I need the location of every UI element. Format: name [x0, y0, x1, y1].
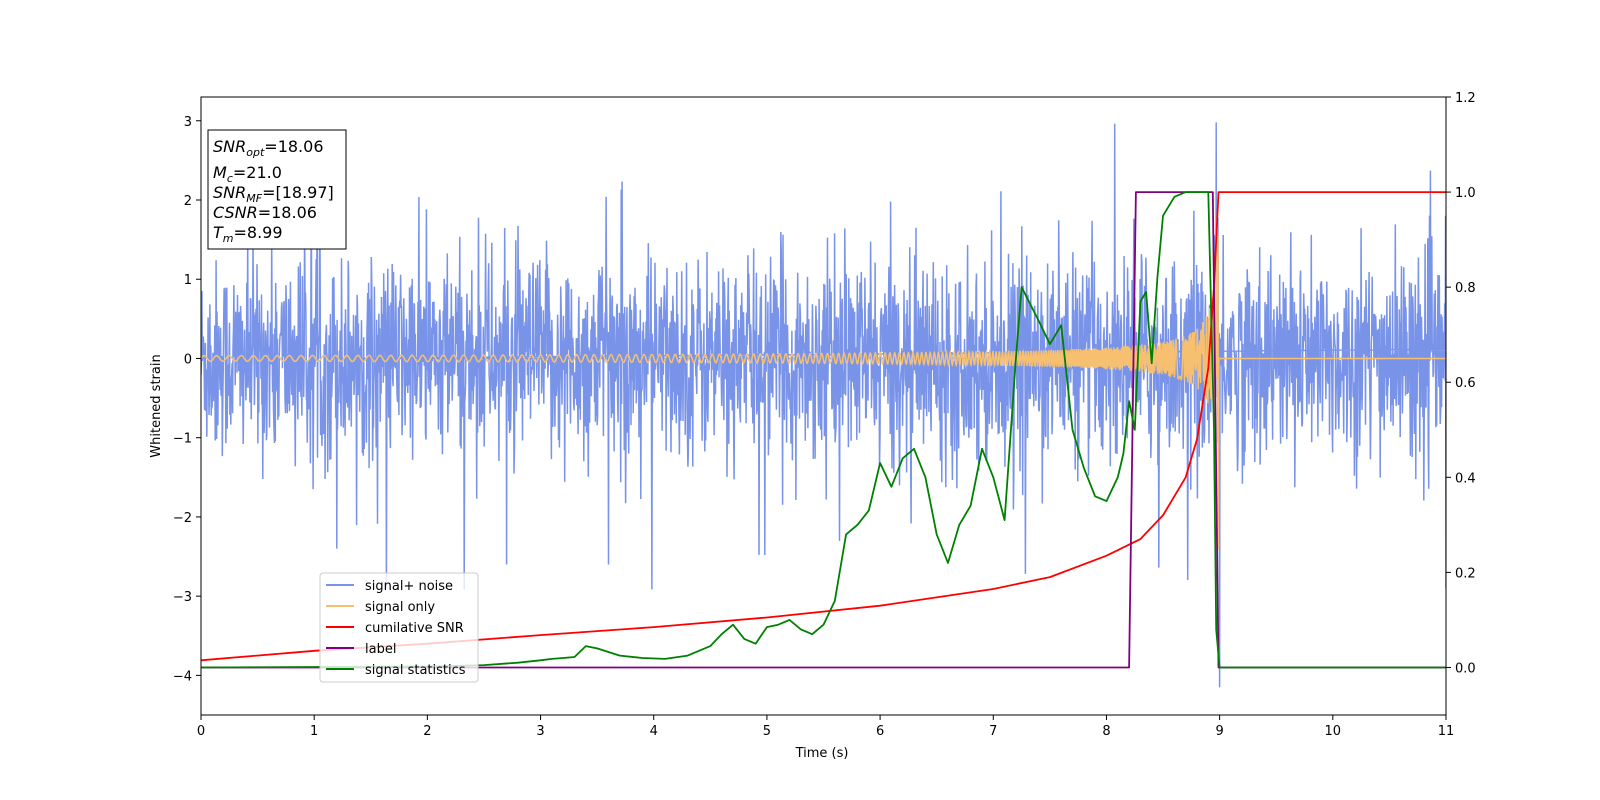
y2-tick-label: 0.0 — [1455, 661, 1476, 676]
tm-text: Tm=8.99 — [213, 223, 283, 245]
x-tick-label: 7 — [989, 724, 997, 739]
csnr-value: =18.06 — [258, 203, 317, 222]
snr-mf-sub: MF — [246, 192, 262, 205]
y2-tick-label: 1.2 — [1455, 91, 1476, 106]
y2-tick-label: 0.4 — [1455, 471, 1476, 486]
y2-tick-label: 0.2 — [1455, 566, 1476, 581]
x-tick-label: 0 — [197, 724, 205, 739]
mc-sub: c — [227, 172, 233, 185]
y2-tick-label: 1.0 — [1455, 186, 1476, 201]
plot-frame — [200, 96, 1447, 716]
legend-frame — [319, 572, 479, 683]
snr-mf-main: SNR — [213, 183, 246, 202]
x-tick-label: 1 — [310, 724, 318, 739]
mc-value: =21.0 — [233, 163, 282, 182]
info-box-frame — [207, 129, 347, 250]
y-tick-label: 3 — [184, 115, 192, 130]
info-box: SNRopt=18.06 Mc=21.0 SNRMF=[18.97] CSNR=… — [207, 129, 347, 250]
y-tick-label: 2 — [184, 194, 192, 209]
snr-mf-value: =[18.97] — [262, 183, 334, 202]
y-axis-label: Whitened strain — [149, 354, 164, 457]
tm-sub: m — [223, 232, 234, 245]
snr-opt-sub: opt — [246, 146, 265, 159]
series-signal-statistics — [201, 191, 1446, 669]
y-tick-label: −2 — [173, 511, 192, 526]
x-axis-label: Time (s) — [795, 746, 849, 761]
snr-mf-text: SNRMF=[18.97] — [213, 183, 334, 205]
y-tick-label: 1 — [184, 273, 192, 288]
x-tick-label: 9 — [1215, 724, 1223, 739]
tm-value: =8.99 — [234, 223, 283, 242]
legend-label-cumulative-snr: cumilative SNR — [365, 621, 464, 636]
x-tick-label: 4 — [650, 724, 658, 739]
legend-label-signal-statistics: signal statistics — [365, 663, 466, 678]
x-tick-label: 11 — [1438, 724, 1455, 739]
csnr-main: CSNR — [213, 203, 258, 222]
x-tick-label: 8 — [1102, 724, 1110, 739]
snr-opt-main: SNR — [213, 137, 246, 156]
mc-text: Mc=21.0 — [213, 163, 282, 185]
x-tick-label: 2 — [423, 724, 431, 739]
series-signal-only — [201, 216, 1446, 550]
y2-tick-label: 0.6 — [1455, 376, 1476, 391]
x-tick-label: 6 — [876, 724, 884, 739]
axes-layer: 0 1 2 3 4 5 6 7 8 9 10 113210−1−2−3−41.21.00.80.60.… — [173, 91, 1476, 739]
csnr-text: CSNR=18.06 — [213, 203, 317, 222]
series-layer — [201, 122, 1446, 688]
legend-label-signal-only: signal only — [365, 600, 435, 615]
legend-label-label: label — [365, 642, 396, 657]
y-tick-label: −3 — [173, 590, 192, 605]
y-tick-label: −4 — [173, 669, 192, 684]
x-tick-label: 3 — [536, 724, 544, 739]
y-tick-label: 0 — [184, 352, 192, 367]
series-signal-noise — [201, 122, 1446, 688]
snr-opt-value: =18.06 — [264, 137, 323, 156]
y2-tick-label: 0.8 — [1455, 281, 1476, 296]
legend: signal+ noise signal only cumilative SNR… — [319, 572, 479, 683]
tm-main: T — [213, 223, 224, 242]
x-tick-label: 5 — [763, 724, 771, 739]
mc-main: M — [213, 163, 227, 182]
legend-label-signal-noise: signal+ noise — [365, 579, 453, 594]
snr-opt-text: SNRopt=18.06 — [213, 137, 324, 159]
x-tick-label: 10 — [1325, 724, 1342, 739]
series-cumilative-snr — [201, 191, 1446, 662]
y-tick-label: −1 — [173, 432, 192, 447]
